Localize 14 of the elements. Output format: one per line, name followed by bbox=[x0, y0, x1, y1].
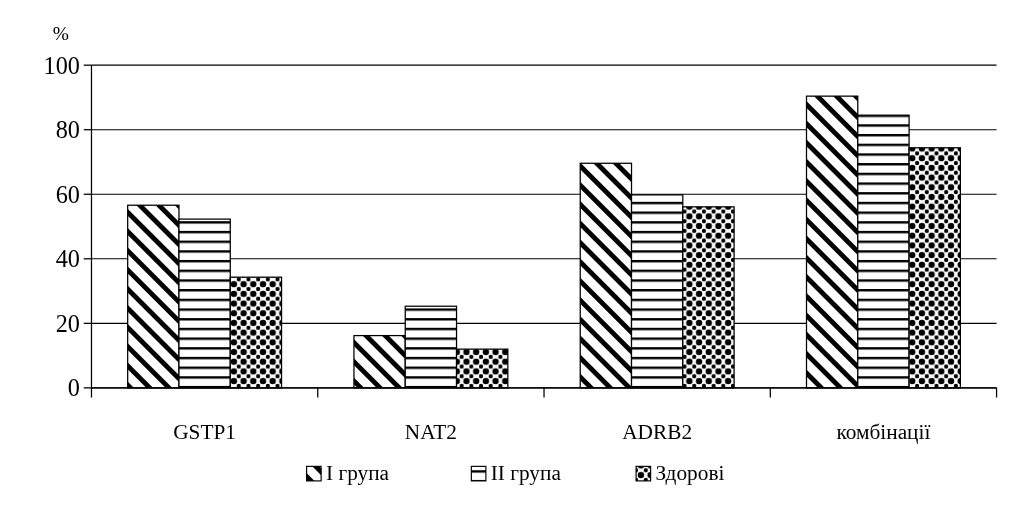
y-tick-label: 80 bbox=[55, 116, 80, 144]
y-tick-label: 100 bbox=[43, 51, 80, 79]
x-tick-label: комбінації bbox=[836, 420, 931, 445]
y-tick-label: 40 bbox=[55, 245, 80, 273]
y-tick-label: 20 bbox=[55, 309, 80, 337]
x-tick-label: NAT2 bbox=[404, 420, 457, 445]
legend-label: II група bbox=[490, 460, 562, 485]
x-tick-label: GSTP1 bbox=[173, 420, 236, 445]
y-tick-label: 0 bbox=[67, 374, 80, 402]
y-tick-label: 60 bbox=[55, 180, 80, 208]
x-tick-label: ADRB2 bbox=[622, 420, 693, 445]
y-axis-title: % bbox=[52, 22, 69, 44]
legend-label: Здорові bbox=[655, 460, 725, 485]
legend-label: I група bbox=[325, 460, 390, 485]
